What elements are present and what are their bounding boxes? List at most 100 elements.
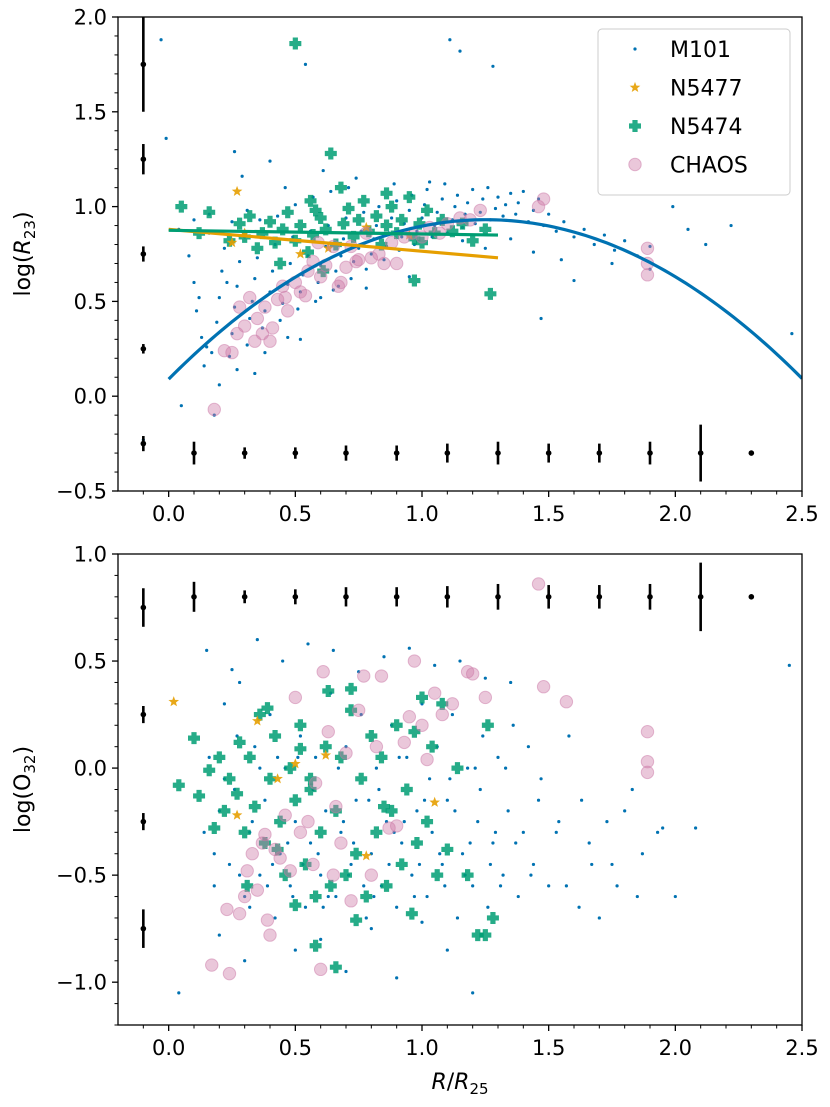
m101-point (217, 296, 221, 300)
x-tick-label: 1.0 (405, 502, 438, 526)
n5477-point (168, 696, 180, 707)
n5474-point (203, 206, 216, 219)
chaos-point (427, 686, 442, 700)
m101-point (557, 820, 561, 824)
m101-point (336, 766, 340, 770)
m101-point (253, 371, 257, 376)
chaos-point (306, 857, 320, 872)
m101-point (504, 766, 508, 770)
chaos-point (270, 292, 285, 307)
n5474-point (400, 783, 413, 796)
x-tick-label: 0.0 (152, 1036, 185, 1060)
m101-point (491, 64, 495, 68)
m101-point (420, 920, 424, 924)
chaos-point (240, 864, 254, 878)
n5474-point (410, 837, 423, 850)
m101-point (448, 777, 452, 781)
m101-point (286, 335, 290, 340)
x-tick-label: 0.5 (279, 502, 312, 526)
m101-point (547, 212, 551, 216)
m101-point (787, 663, 791, 667)
m101-point (407, 275, 411, 279)
chaos-point (298, 289, 313, 303)
n5474-point (324, 879, 337, 892)
m101-point (207, 755, 211, 759)
m101-point (471, 991, 475, 995)
n5477-point (295, 248, 306, 259)
chaos-point (207, 402, 221, 417)
n5474-point (289, 899, 302, 912)
m101-point (635, 894, 639, 899)
m101-point (288, 261, 292, 266)
m101-point (286, 841, 290, 845)
chaos-point (364, 868, 379, 882)
n5474-point (385, 804, 398, 817)
m101-point (564, 884, 569, 888)
m101-point (400, 235, 404, 239)
m101-point (235, 368, 239, 372)
m101-point (509, 680, 513, 685)
m101-point (562, 220, 566, 224)
chaos-point (301, 814, 315, 829)
chaos-point (222, 966, 237, 981)
m101-point (397, 755, 401, 759)
m101-point (354, 798, 358, 802)
chaos-point (293, 825, 308, 840)
m101-point (506, 809, 510, 813)
m101-point (587, 841, 591, 845)
m101-point (212, 852, 216, 856)
m101-point (367, 798, 371, 802)
n5474-point (479, 929, 492, 942)
n5474-point (413, 217, 426, 230)
m101-point (197, 296, 201, 300)
m101-point (531, 250, 536, 254)
m101-point (298, 337, 302, 341)
m101-point (440, 862, 444, 867)
m101-point (476, 820, 480, 824)
chaos-point (344, 894, 358, 908)
n5474-point (431, 869, 444, 882)
m101-point (205, 345, 209, 349)
chaos-point (288, 690, 303, 705)
n5474-point (188, 732, 200, 745)
chaos-point (321, 724, 335, 739)
m101-point (597, 916, 601, 920)
n5474-point (375, 751, 388, 764)
m101-point (443, 182, 447, 186)
m101-point (331, 648, 335, 652)
error-bar-point (140, 156, 147, 162)
m101-point (232, 150, 237, 154)
m101-point (450, 712, 454, 717)
n5474-point (441, 843, 454, 856)
m101-point (539, 777, 543, 781)
n5474-point (408, 274, 421, 287)
chaos-point (258, 827, 272, 842)
m101-point (640, 852, 645, 856)
m101-point (516, 894, 520, 899)
n5474-point (385, 200, 398, 213)
n5474-point (274, 257, 287, 270)
top-panel: 0.0 0.5 1.0 1.5 2.0 2.5 −0.5 0.0 0.5 1.0 1.5 2.0 log… (11, 6, 819, 527)
m101-point (468, 841, 472, 845)
m101-point (369, 252, 373, 256)
m101-point (648, 244, 652, 249)
m101-point (319, 296, 323, 300)
n5474-point (342, 202, 355, 215)
n5474-point (193, 789, 206, 802)
m101-point (671, 205, 675, 209)
n5474-point (264, 772, 276, 785)
n5474-point (304, 783, 317, 796)
n5474-point (380, 879, 393, 892)
n5474-point (375, 238, 388, 251)
error-bar-point (748, 594, 755, 600)
chaos-point (283, 864, 297, 878)
n5474-point (324, 147, 337, 160)
m101-point (592, 242, 596, 247)
n5474-point (403, 191, 416, 204)
chaos-point (420, 752, 434, 767)
error-bar-point (545, 450, 552, 456)
m101-point (354, 176, 358, 180)
m101-point (293, 948, 297, 952)
legend-label-chaos: CHAOS (670, 154, 748, 179)
